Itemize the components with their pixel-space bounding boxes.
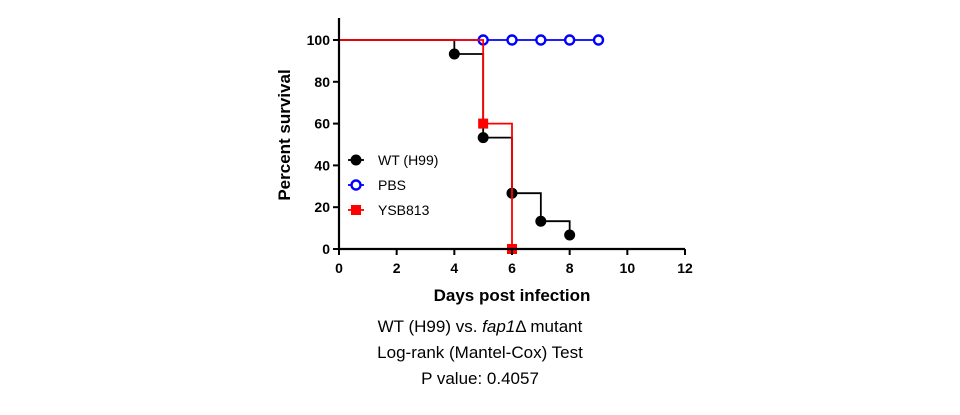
x-tick-label: 0	[335, 260, 343, 276]
legend-marker-wt-h99	[350, 154, 362, 166]
y-tick-label: 40	[314, 157, 330, 173]
data-point-pbs	[563, 34, 576, 46]
legend: WT (H99) PBS YSB813	[348, 152, 438, 218]
caption-suffix: Δ mutant	[515, 317, 583, 336]
y-tick-label: 100	[307, 32, 331, 48]
legend-label-ysb813: YSB813	[378, 202, 430, 218]
data-point-wt-h99	[535, 215, 547, 227]
x-tick-label: 8	[566, 260, 574, 276]
data-point-pbs	[592, 34, 605, 46]
caption-line-3: P value: 0.4057	[421, 369, 539, 388]
caption-gene-name: fap1	[482, 317, 516, 336]
data-point-pbs	[535, 34, 547, 46]
data-point-pbs	[506, 34, 518, 46]
y-axis-title: Percent survival	[275, 69, 294, 200]
caption-prefix: WT (H99) vs.	[377, 317, 483, 336]
x-tick-label: 12	[677, 260, 693, 276]
plot-area	[339, 34, 605, 254]
caption-line-2: Log-rank (Mantel-Cox) Test	[377, 343, 583, 362]
x-tick-label: 10	[620, 260, 636, 276]
x-axis-title: Days post infection	[434, 286, 591, 305]
legend-marker-ysb813	[351, 205, 361, 215]
legend-marker-pbs	[350, 179, 362, 191]
y-tick-label: 0	[322, 241, 330, 257]
data-point-ysb813	[478, 118, 489, 129]
data-point-wt-h99	[477, 132, 489, 144]
data-point-wt-h99	[448, 48, 460, 60]
y-tick-label: 80	[314, 74, 330, 90]
data-point-wt-h99	[564, 229, 576, 241]
caption-line-1: WT (H99) vs. fap1Δ mutant	[0, 317, 960, 337]
y-tick-label: 60	[314, 116, 330, 132]
legend-label-pbs: PBS	[378, 177, 406, 193]
series-line-wt-h99	[339, 39, 571, 235]
x-tick-label: 6	[508, 260, 516, 276]
axes: 0 20 40 60 80 100 0 2 4 6 8 10 12	[307, 18, 693, 276]
y-tick-label: 20	[314, 199, 330, 215]
survival-chart: 0 20 40 60 80 100 0 2 4 6 8 10 12 Percent survival D…	[275, 18, 693, 305]
legend-label-wt-h99: WT (H99)	[378, 152, 438, 168]
x-tick-label: 4	[450, 260, 458, 276]
x-tick-label: 2	[393, 260, 401, 276]
